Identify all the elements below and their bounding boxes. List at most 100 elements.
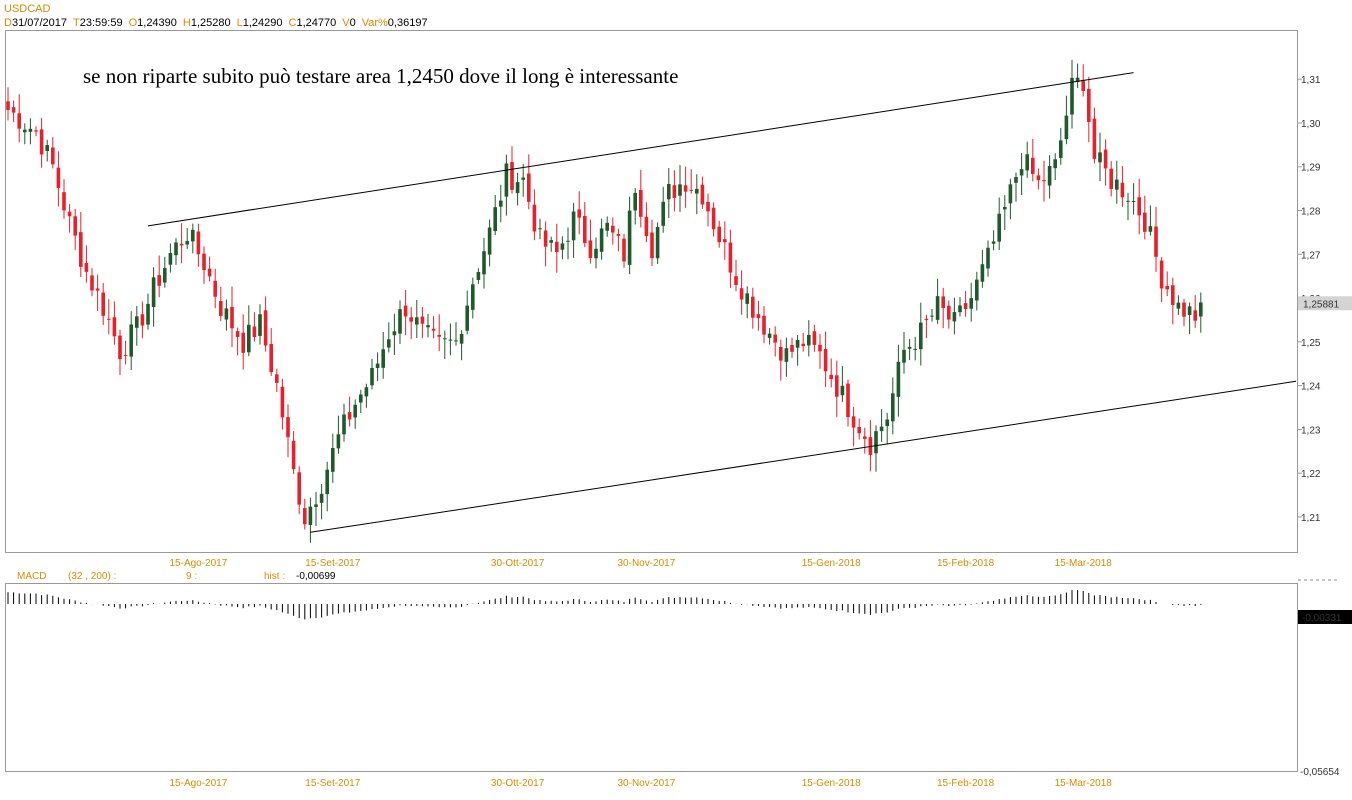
candle-body xyxy=(1047,165,1052,186)
candle-body xyxy=(392,331,397,336)
candle-body xyxy=(958,305,962,313)
candle-body xyxy=(762,315,766,335)
candle-body xyxy=(560,243,565,250)
candle-body xyxy=(700,184,705,205)
candle-body xyxy=(1187,306,1192,316)
candle-body xyxy=(538,228,542,230)
candle-body xyxy=(84,262,89,272)
date-axis-top: 15-Ago-2017 15-Set-2017 30-Ott-2017 30-Nov-… xyxy=(169,558,1112,569)
candle-body xyxy=(913,348,917,350)
x-tick-label: 15-Feb-2018 xyxy=(937,778,995,789)
x-tick-label: 30-Ott-2017 xyxy=(491,558,545,569)
candle-body xyxy=(695,188,699,194)
candle-body xyxy=(342,414,346,435)
candle-body xyxy=(555,241,559,252)
candle-body xyxy=(515,182,520,194)
candle-body xyxy=(56,167,61,189)
x-tick-label: 30-Ott-2017 xyxy=(491,778,545,789)
candle-body xyxy=(325,469,329,495)
last-price-box xyxy=(1298,296,1352,311)
candle-body xyxy=(784,348,789,362)
candle-body xyxy=(1159,260,1164,289)
candle-body xyxy=(969,298,973,309)
candle-body xyxy=(118,335,122,360)
readout-key: Var% xyxy=(361,17,388,29)
candle-body xyxy=(773,334,777,343)
candle-body xyxy=(219,301,223,316)
candle-body xyxy=(790,344,794,352)
candle-body xyxy=(291,440,296,470)
candle-body xyxy=(1115,179,1119,190)
candle-body xyxy=(644,216,649,237)
candles-group xyxy=(6,59,1203,543)
trendlines-group[interactable] xyxy=(147,72,1297,533)
candle-body xyxy=(795,339,800,348)
candle-body xyxy=(224,308,229,320)
trendline xyxy=(310,380,1297,533)
candle-body xyxy=(151,277,156,308)
candle-body xyxy=(409,317,413,322)
candle-body xyxy=(23,129,27,133)
candle-body xyxy=(639,189,643,217)
candle-body xyxy=(930,315,934,317)
macd-histogram xyxy=(7,590,1202,620)
candle-body xyxy=(879,426,884,432)
candle-body xyxy=(622,238,626,262)
candle-body xyxy=(734,276,738,285)
last-price-label: 1,25881 xyxy=(1303,299,1340,310)
candle-body xyxy=(1171,285,1175,305)
candle-body xyxy=(510,162,514,190)
candle-body xyxy=(963,303,968,310)
candle-body xyxy=(812,331,817,345)
chart-annotation: se non riparte subito può testare area 1… xyxy=(83,64,678,88)
candle-body xyxy=(1148,226,1153,232)
candle-body xyxy=(1137,197,1141,216)
candle-body xyxy=(443,338,447,340)
candle-body xyxy=(1036,175,1041,181)
candle-body xyxy=(11,107,16,113)
candle-body xyxy=(1193,310,1197,321)
candle-body xyxy=(364,387,369,397)
candle-body xyxy=(157,275,161,286)
candle-body xyxy=(1092,118,1097,159)
candle-body xyxy=(599,228,604,252)
y-tick-label: 1,24 xyxy=(1301,382,1321,393)
candle-body xyxy=(823,349,828,372)
candle-body xyxy=(1098,152,1102,163)
candle-body xyxy=(874,431,878,454)
candle-body xyxy=(230,306,234,329)
y-tick-label: 1,31 xyxy=(1301,75,1321,86)
candle-body xyxy=(403,305,408,317)
candle-body xyxy=(336,434,341,449)
candle-body xyxy=(818,344,822,352)
candle-body xyxy=(493,207,497,232)
price-y-axis: 1,211,221,231,241,251,261,271,281,291,30… xyxy=(1297,75,1352,524)
candle-body xyxy=(846,383,850,418)
candle-body xyxy=(202,253,206,271)
candle-body xyxy=(179,243,184,246)
price-pane[interactable] xyxy=(5,30,1298,553)
y-tick-label: 1,23 xyxy=(1301,425,1321,436)
trendline xyxy=(147,72,1134,227)
candle-body xyxy=(1081,79,1085,91)
candle-body xyxy=(1131,201,1136,203)
candle-body xyxy=(191,229,195,242)
candle-body xyxy=(398,309,402,334)
candle-body xyxy=(129,324,133,357)
candle-body xyxy=(952,312,957,322)
candle-body xyxy=(661,201,665,226)
candle-body xyxy=(1126,200,1130,202)
candle-body xyxy=(448,339,453,341)
candle-body xyxy=(196,231,201,255)
macd-pane[interactable] xyxy=(5,583,1298,772)
macd-bottom-label: -0,05654 xyxy=(1300,767,1340,778)
candle-body xyxy=(297,472,301,505)
readout-value: 23:59:59 xyxy=(79,17,123,29)
candle-body xyxy=(756,314,761,319)
readout-value: 31/07/2017 xyxy=(11,17,68,29)
candle-body xyxy=(241,332,245,353)
candle-body xyxy=(863,436,867,439)
candle-body xyxy=(907,346,912,349)
candle-body xyxy=(1053,159,1057,169)
